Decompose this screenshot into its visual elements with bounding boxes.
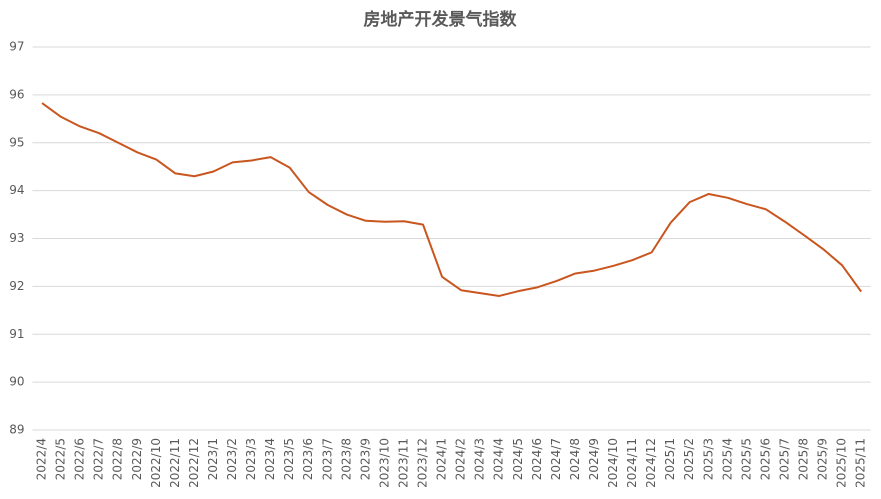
x-tick-label: 2022/9 bbox=[130, 438, 144, 480]
x-tick-label: 2025/4 bbox=[720, 438, 734, 480]
x-tick-label: 2024/11 bbox=[625, 438, 639, 488]
x-tick-label: 2022/8 bbox=[111, 438, 125, 480]
x-tick-label: 2023/11 bbox=[396, 438, 410, 488]
x-tick-label: 2022/4 bbox=[35, 438, 49, 480]
x-tick-label: 2023/2 bbox=[225, 438, 239, 480]
y-tick-label: 95 bbox=[9, 135, 24, 149]
y-tick-label: 97 bbox=[9, 40, 24, 54]
x-tick-label: 2023/6 bbox=[301, 438, 315, 480]
x-tick-label: 2024/10 bbox=[606, 438, 620, 488]
x-tick-label: 2023/7 bbox=[320, 438, 334, 480]
y-tick-label: 89 bbox=[9, 423, 24, 437]
x-tick-label: 2022/7 bbox=[92, 438, 106, 480]
x-tick-label: 2025/9 bbox=[816, 438, 830, 480]
x-tick-label: 2024/4 bbox=[492, 438, 506, 480]
x-tick-label: 2022/11 bbox=[168, 438, 182, 488]
x-tick-label: 2024/2 bbox=[454, 438, 468, 480]
x-tick-label: 2022/12 bbox=[187, 438, 201, 488]
x-tick-label: 2023/12 bbox=[416, 438, 430, 488]
x-tick-label: 2025/7 bbox=[777, 438, 791, 480]
y-tick-label: 91 bbox=[9, 327, 24, 341]
chart-title: 房地产开发景气指数 bbox=[364, 9, 518, 30]
y-tick-label: 92 bbox=[9, 279, 24, 293]
y-tick-label: 96 bbox=[9, 87, 24, 101]
x-tick-label: 2024/5 bbox=[511, 438, 525, 480]
x-tick-label: 2024/9 bbox=[587, 438, 601, 480]
x-tick-label: 2025/11 bbox=[854, 438, 868, 488]
x-tick-label: 2023/9 bbox=[358, 438, 372, 480]
x-tick-label: 2025/1 bbox=[663, 438, 677, 480]
x-tick-label: 2025/8 bbox=[797, 438, 811, 480]
x-tick-label: 2025/6 bbox=[758, 438, 772, 480]
x-tick-label: 2025/10 bbox=[835, 438, 849, 488]
x-tick-label: 2023/3 bbox=[244, 438, 258, 480]
x-tick-label: 2023/10 bbox=[377, 438, 391, 488]
x-tick-label: 2025/3 bbox=[701, 438, 715, 480]
x-tick-label: 2022/5 bbox=[54, 438, 68, 480]
x-tick-label: 2025/2 bbox=[682, 438, 696, 480]
x-tick-label: 2022/6 bbox=[73, 438, 87, 480]
y-tick-label: 93 bbox=[9, 231, 24, 245]
x-tick-label: 2023/4 bbox=[263, 438, 277, 480]
x-tick-label: 2024/6 bbox=[530, 438, 544, 480]
x-tick-label: 2024/8 bbox=[568, 438, 582, 480]
x-tick-label: 2023/5 bbox=[282, 438, 296, 480]
y-tick-label: 90 bbox=[9, 375, 24, 389]
x-tick-label: 2024/12 bbox=[644, 438, 658, 488]
x-tick-label: 2025/5 bbox=[739, 438, 753, 480]
x-tick-label: 2023/1 bbox=[206, 438, 220, 480]
line bbox=[41, 102, 862, 297]
x-tick-label: 2024/3 bbox=[473, 438, 487, 480]
x-tick-label: 2024/7 bbox=[549, 438, 563, 480]
x-tick-label: 2022/10 bbox=[149, 438, 163, 488]
y-tick-label: 94 bbox=[9, 183, 24, 197]
x-tick-label: 2023/8 bbox=[339, 438, 353, 480]
x-tick-label: 2024/1 bbox=[435, 438, 449, 480]
